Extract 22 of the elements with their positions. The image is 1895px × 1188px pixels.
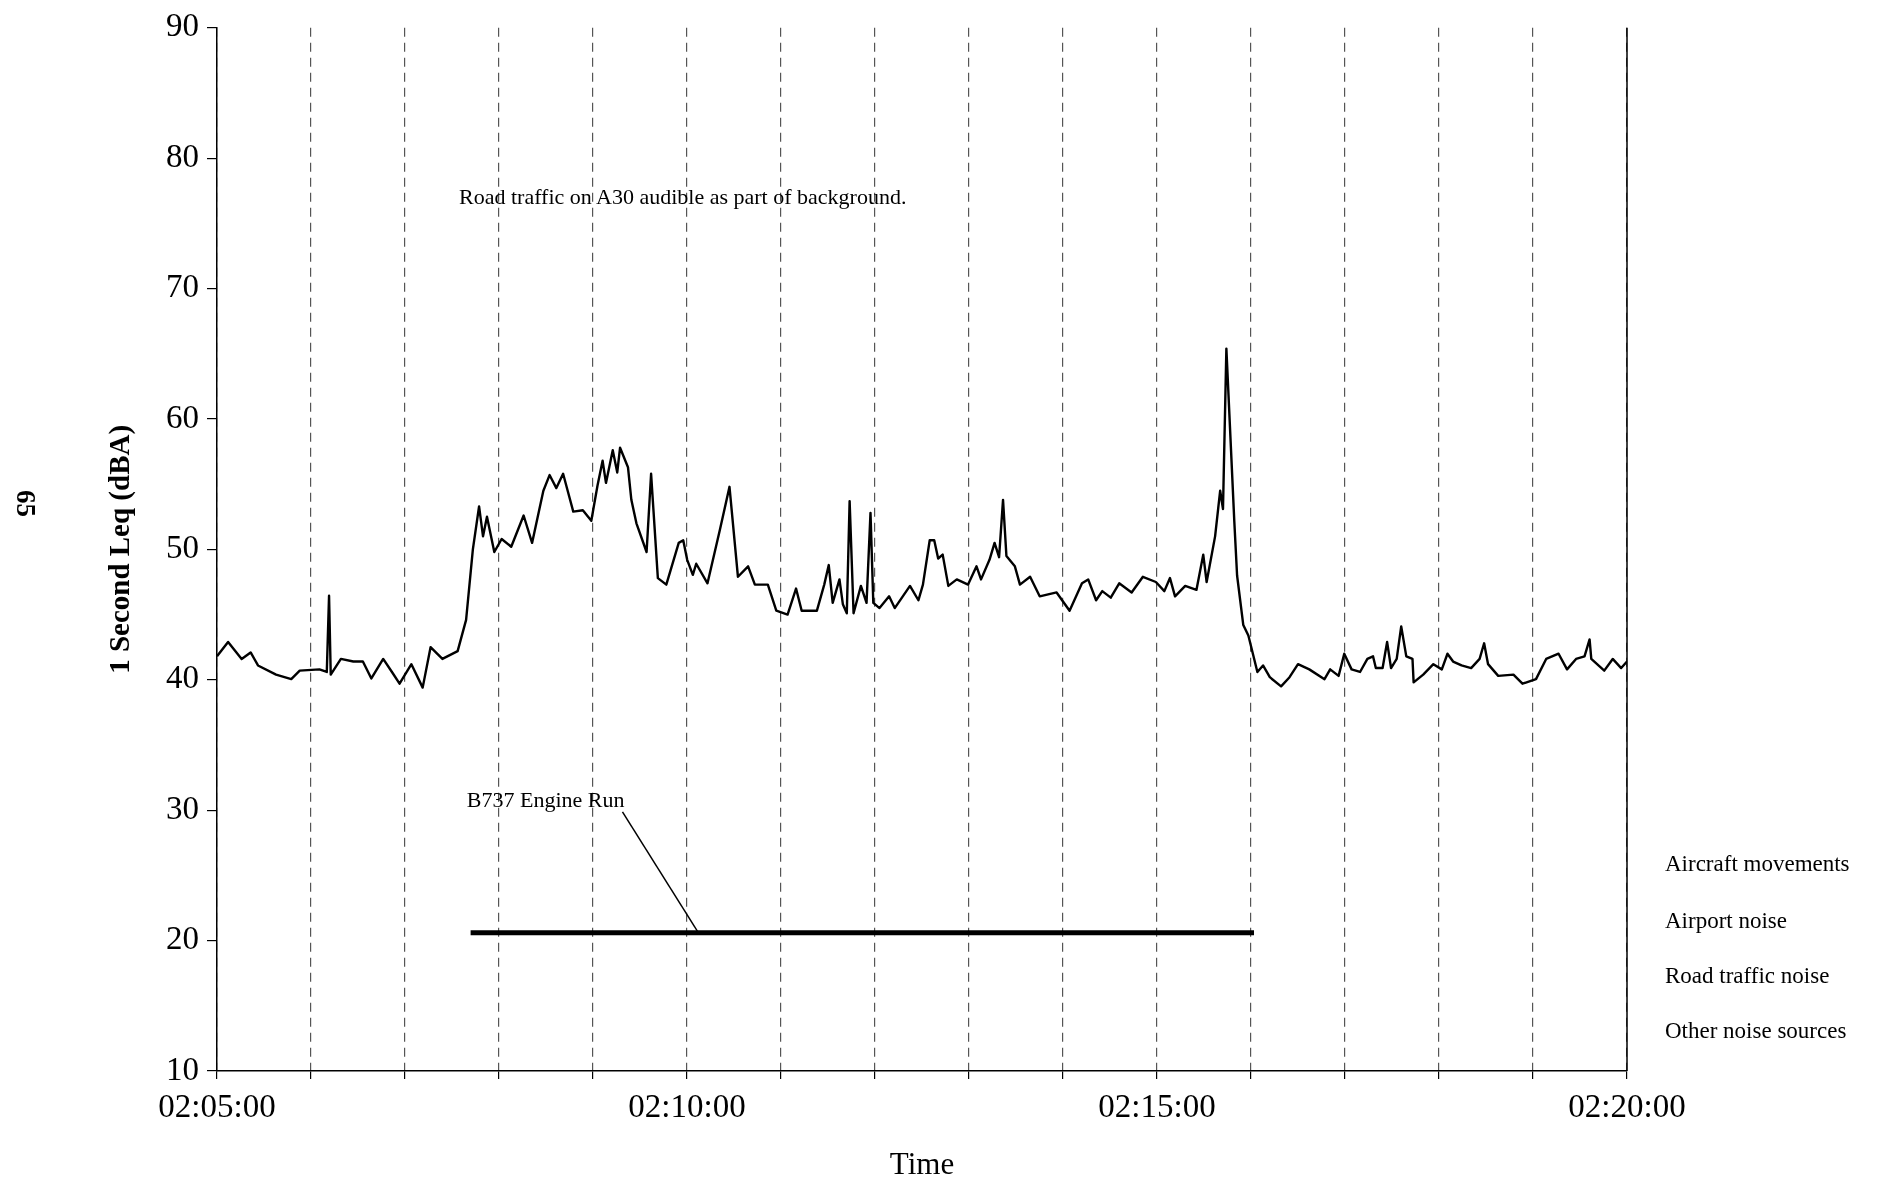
x-tick-label: 02:10:00 [628,1088,746,1125]
annotation: Road traffic on A30 audible as part of background. [459,184,907,210]
y-tick-label: 30 [166,789,199,826]
y-tick-label: 80 [166,137,199,174]
y-tick-label: 60 [166,398,199,435]
y-tick-label: 20 [166,920,199,957]
x-tick-label: 02:15:00 [1098,1088,1216,1125]
x-tick-label: 02:05:00 [158,1088,276,1125]
x-tick-label: 02:20:00 [1568,1088,1686,1125]
y-tick-label: 10 [166,1050,199,1087]
text: Road traffic noise [1665,963,1830,989]
text: Aircraft movements [1665,851,1850,877]
y-tick-label: 70 [166,268,199,305]
text: Airport noise [1665,908,1788,934]
y-tick-label: 40 [166,659,199,696]
y-tick-label: 90 [166,7,199,44]
y-axis-title: 1 Second Leq (dBA) [102,424,136,674]
annotation: B737 Engine Run [466,786,625,813]
text: 65 [10,490,41,517]
text: Other noise sources [1665,1018,1847,1044]
x-axis-title: Time [889,1145,955,1181]
y-tick-label: 50 [166,529,199,566]
